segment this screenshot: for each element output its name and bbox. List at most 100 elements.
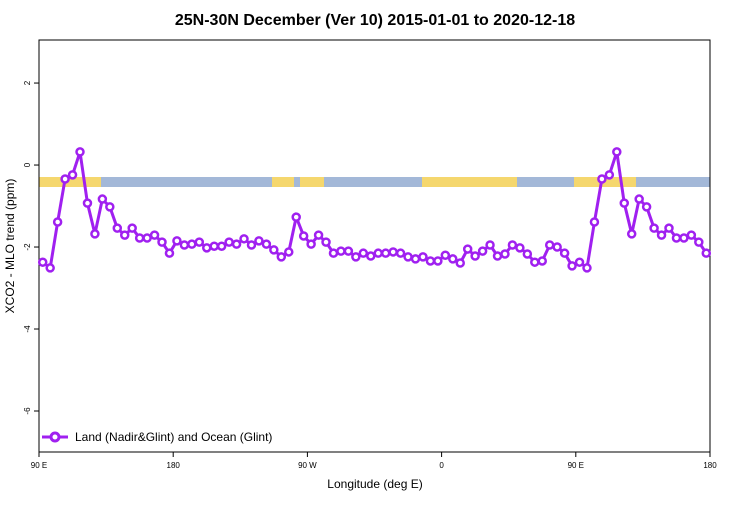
data-point [694, 237, 704, 247]
data-point [425, 256, 436, 266]
data-point [604, 170, 615, 180]
data-point [321, 237, 331, 247]
data-point [418, 252, 428, 262]
data-point [313, 230, 324, 240]
data-point [686, 230, 697, 240]
data-point [462, 244, 473, 254]
data-point [52, 217, 63, 227]
data-point [701, 248, 712, 258]
data-point [492, 251, 503, 261]
x-axis-label: Longitude (deg E) [327, 477, 422, 491]
data-point [269, 245, 279, 255]
data-point [142, 233, 152, 243]
data-point [537, 256, 547, 266]
data-point [239, 234, 249, 244]
data-point [477, 246, 488, 256]
data-point [45, 263, 55, 273]
data-point [284, 247, 294, 257]
data-point [97, 194, 108, 204]
y-axis-label: XCO2 - MLO trend (ppm) [3, 179, 17, 314]
data-point [552, 242, 562, 252]
y-tick-label: 2 [23, 80, 32, 85]
data-point [261, 239, 272, 249]
legend-marker [49, 431, 61, 443]
data-point [157, 237, 167, 247]
data-point [224, 237, 234, 247]
data-point [433, 256, 443, 266]
data-point [328, 248, 339, 258]
data-point [395, 248, 406, 258]
legend-label: Land (Nadir&Glint) and Ocean (Glint) [75, 430, 272, 444]
data-point [105, 202, 115, 212]
data-point [544, 240, 555, 250]
data-point [559, 248, 570, 258]
data-point [641, 202, 652, 212]
data-point [612, 147, 622, 157]
data-point [194, 237, 205, 247]
x-tick-label: 0 [439, 461, 444, 470]
data-point [291, 212, 301, 222]
data-point [366, 251, 376, 261]
data-point [440, 250, 451, 260]
data-point [515, 243, 525, 253]
data-point [298, 231, 309, 241]
x-tick-label: 90 E [31, 461, 47, 470]
data-point [656, 230, 667, 240]
data-point [373, 248, 383, 258]
data-point [276, 252, 287, 262]
data-point [209, 241, 219, 251]
data-point [448, 254, 458, 264]
x-tick-label: 90 W [298, 461, 317, 470]
data-point [619, 198, 630, 208]
data-point [597, 174, 607, 184]
y-tick-label: -2 [23, 243, 32, 251]
data-point [403, 252, 413, 262]
data-point [507, 240, 518, 250]
data-point [216, 241, 227, 251]
data-point [67, 170, 78, 180]
data-point [679, 233, 689, 243]
data-point [582, 263, 592, 273]
x-tick-label: 180 [703, 461, 717, 470]
data-point [358, 248, 369, 258]
data-point [336, 246, 346, 256]
data-point [164, 248, 175, 258]
data-point [634, 194, 644, 204]
data-point [112, 223, 123, 233]
data-point [134, 233, 145, 243]
data-point [246, 240, 257, 250]
y-tick-label: -6 [23, 407, 32, 415]
data-point [119, 230, 130, 240]
data-point [589, 217, 600, 227]
data-point [522, 249, 533, 259]
data-point [574, 257, 585, 267]
data-point [37, 257, 48, 267]
data-point [351, 252, 361, 262]
data-point [90, 229, 100, 239]
data-point [179, 240, 190, 250]
data-point [306, 239, 316, 249]
chart-title: 25N-30N December (Ver 10) 2015-01-01 to … [175, 12, 575, 29]
data-point [485, 240, 495, 250]
data-point [254, 236, 264, 246]
data-point [410, 254, 421, 264]
data-point [202, 243, 212, 253]
data-point [649, 223, 659, 233]
data-point [567, 261, 577, 271]
data-point [172, 236, 182, 246]
data-point [671, 233, 682, 243]
data-point [455, 258, 465, 268]
data-point [388, 247, 398, 257]
data-point [187, 239, 197, 249]
data-point [231, 239, 242, 249]
data-point [380, 248, 391, 258]
data-point [500, 249, 510, 259]
data-point [82, 198, 93, 208]
data-point [75, 147, 85, 157]
data-point [149, 230, 160, 240]
data-point [470, 251, 480, 261]
legend: Land (Nadir&Glint) and Ocean (Glint) [42, 430, 272, 444]
x-tick-label: 90 E [568, 461, 584, 470]
plot-frame [38, 39, 711, 453]
